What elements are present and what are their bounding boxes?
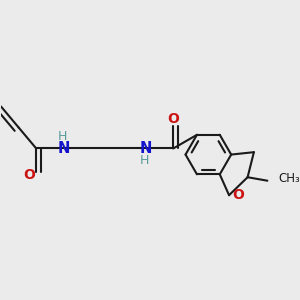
Text: O: O — [24, 168, 35, 182]
Text: H: H — [57, 130, 67, 143]
Text: O: O — [167, 112, 179, 126]
Text: O: O — [232, 188, 244, 202]
Text: N: N — [140, 141, 152, 156]
Text: H: H — [140, 154, 149, 167]
Text: N: N — [58, 141, 70, 156]
Text: CH₃: CH₃ — [278, 172, 300, 185]
